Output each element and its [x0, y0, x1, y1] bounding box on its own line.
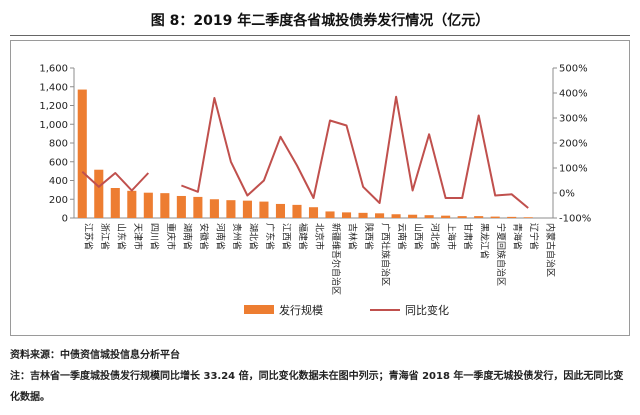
- category-label: 广西壮族自治区: [380, 223, 392, 286]
- title-divider: [10, 35, 630, 36]
- bar-7: [176, 195, 186, 218]
- left-tick-label: 1,200: [39, 101, 68, 112]
- bar-20: [391, 214, 401, 218]
- line-series-yoy: [81, 95, 529, 209]
- category-label: 河北省: [429, 223, 441, 250]
- right-tick-label: 0%: [559, 189, 575, 200]
- bar-14: [292, 204, 302, 218]
- bar-27: [507, 216, 517, 218]
- category-label: 青海省: [512, 223, 524, 250]
- category-label: 河南省: [214, 223, 226, 250]
- category-label: 湖北省: [247, 223, 259, 250]
- right-tick-label: 400%: [559, 89, 588, 100]
- category-label: 内蒙古自治区: [545, 223, 557, 277]
- bar-26: [490, 216, 500, 218]
- category-label: 湖南省: [181, 223, 193, 250]
- bar-25: [474, 216, 484, 218]
- chart-frame: [10, 40, 630, 336]
- category-label: 山东省: [115, 223, 127, 250]
- x-axis-labels: 江苏省 浙江省 山东省 天津市 四川省 重庆市 湖南省 安徽省 河南省 贵州省 湖北省 广东省 江西省福…: [82, 223, 556, 295]
- legend-swatch-bar: [244, 305, 274, 314]
- bar-17: [341, 212, 352, 218]
- left-tick-label: 800: [49, 139, 68, 150]
- category-label: 浙江省: [99, 223, 111, 250]
- legend-label-line: 同比变化: [405, 303, 449, 317]
- right-tick-label: 100%: [559, 164, 588, 175]
- combo-chart: 0 200 400 600 800 1,000 1,200 1,400 1,600 -100% 0…: [39, 64, 591, 318]
- bar-22: [424, 215, 434, 218]
- bar-19: [375, 213, 385, 218]
- category-label: 云南省: [396, 223, 408, 250]
- right-tick-label: 300%: [559, 114, 588, 125]
- bar-21: [408, 214, 418, 218]
- category-label: 安徽省: [198, 223, 210, 250]
- bar-15: [308, 207, 319, 218]
- bar-4: [127, 190, 137, 218]
- category-label: 天津市: [132, 223, 144, 250]
- category-label: 黑龙江省: [479, 223, 491, 259]
- bar-28: [523, 217, 533, 218]
- bar-12: [259, 201, 269, 218]
- line-segment-2: [181, 95, 529, 209]
- right-tick-label: 500%: [559, 64, 588, 75]
- category-label: 甘肃省: [462, 223, 474, 250]
- bar-6: [160, 193, 170, 218]
- left-tick-label: 1,400: [39, 82, 68, 93]
- left-tick-label: 1,000: [39, 120, 68, 131]
- bar-5: [143, 192, 153, 218]
- legend-label-bar: 发行规模: [279, 303, 323, 317]
- category-label: 贵州省: [231, 223, 243, 250]
- left-tick-label: 600: [49, 157, 68, 168]
- left-tick-label: 400: [49, 176, 68, 187]
- bar-18: [358, 212, 368, 218]
- left-tick-label: 0: [62, 214, 68, 225]
- legend: 发行规模 同比变化: [244, 303, 449, 317]
- bar-11: [242, 200, 252, 218]
- bar-2: [94, 169, 104, 218]
- right-y-axis: -100% 0% 100% 200% 300% 400% 500%: [552, 64, 591, 225]
- line-segment-1: [81, 171, 150, 192]
- category-label: 山西省: [413, 223, 425, 250]
- right-tick-label: 200%: [559, 139, 588, 150]
- category-label: 四川省: [148, 223, 160, 250]
- category-label: 上海市: [446, 223, 458, 250]
- bar-24: [457, 216, 467, 218]
- bar-23: [441, 215, 451, 218]
- chart-title: 图 8：2019 年二季度各省城投债券发行情况（亿元）: [150, 13, 490, 29]
- category-label: 宁夏回族自治区: [495, 223, 507, 286]
- source-text: 资料来源：中债资信城投信息分析平台: [10, 350, 180, 361]
- left-tick-label: 200: [49, 195, 68, 206]
- bar-16: [325, 211, 335, 218]
- left-tick-label: 1,600: [39, 64, 68, 75]
- category-label: 新疆维吾尔自治区: [330, 223, 342, 295]
- bar-8: [193, 196, 203, 218]
- category-label: 辽宁省: [528, 223, 540, 250]
- right-tick-label: -100%: [559, 214, 591, 225]
- category-label: 重庆市: [165, 223, 177, 250]
- category-label: 吉林省: [347, 223, 359, 250]
- category-label: 江西省: [280, 223, 292, 250]
- footnote-text: 注：吉林省一季度城投债发行规模同比增长 33.24 倍，同比变化数据未在图中列示…: [10, 371, 624, 403]
- category-label: 广东省: [264, 223, 276, 250]
- category-label: 江苏省: [82, 223, 94, 250]
- bar-9: [209, 199, 219, 218]
- category-label: 陕西省: [363, 223, 375, 250]
- category-label: 北京市: [314, 223, 326, 250]
- bar-3: [110, 188, 120, 218]
- bar-13: [275, 203, 286, 218]
- bar-series-issuance: [77, 89, 533, 218]
- bar-1: [77, 89, 87, 218]
- bar-10: [226, 200, 236, 218]
- category-label: 福建省: [297, 223, 309, 250]
